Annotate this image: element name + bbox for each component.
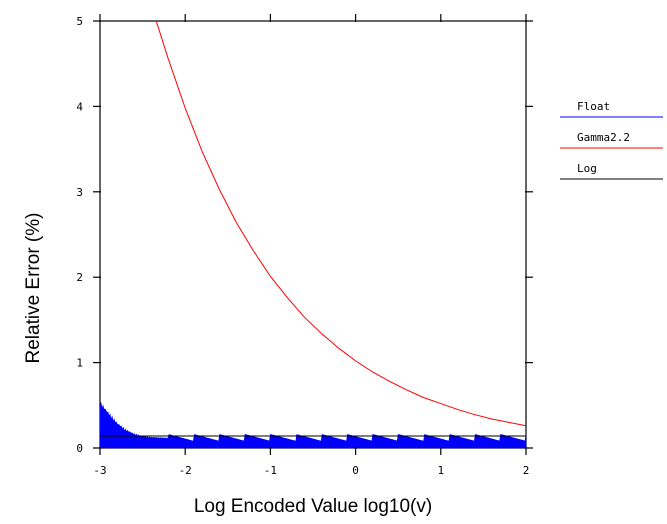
gamma-line <box>155 20 527 427</box>
x-tick-label: -1 <box>264 464 277 477</box>
y-tick-label: 0 <box>76 442 83 455</box>
y-tick-label: 4 <box>76 100 83 113</box>
y-tick-label: 2 <box>76 271 83 284</box>
x-tick-label: 0 <box>352 464 359 477</box>
x-tick-label: 2 <box>523 464 530 477</box>
legend: Float Gamma2.2 Log <box>560 100 663 180</box>
legend-label: Gamma2.2 <box>577 131 630 144</box>
x-tick-label: -3 <box>93 464 106 477</box>
float-band <box>99 402 527 449</box>
tick-labels: 0 1 2 3 4 5 -3 -2 -1 0 1 2 <box>76 15 529 477</box>
legend-label: Float <box>577 100 610 113</box>
x-tick-label: 1 <box>437 464 444 477</box>
axes <box>93 14 533 455</box>
float-series <box>99 402 527 449</box>
x-tick-label: -2 <box>179 464 192 477</box>
y-tick-label: 1 <box>76 357 83 370</box>
y-tick-label: 3 <box>76 186 83 199</box>
y-axis-title: Relative Error (%) <box>23 213 44 364</box>
gamma-series <box>155 20 527 427</box>
legend-label: Log <box>577 162 597 175</box>
x-axis-title: Log Encoded Value log10(v) <box>194 496 432 517</box>
plot-frame <box>99 20 527 449</box>
y-tick-label: 5 <box>76 15 83 28</box>
